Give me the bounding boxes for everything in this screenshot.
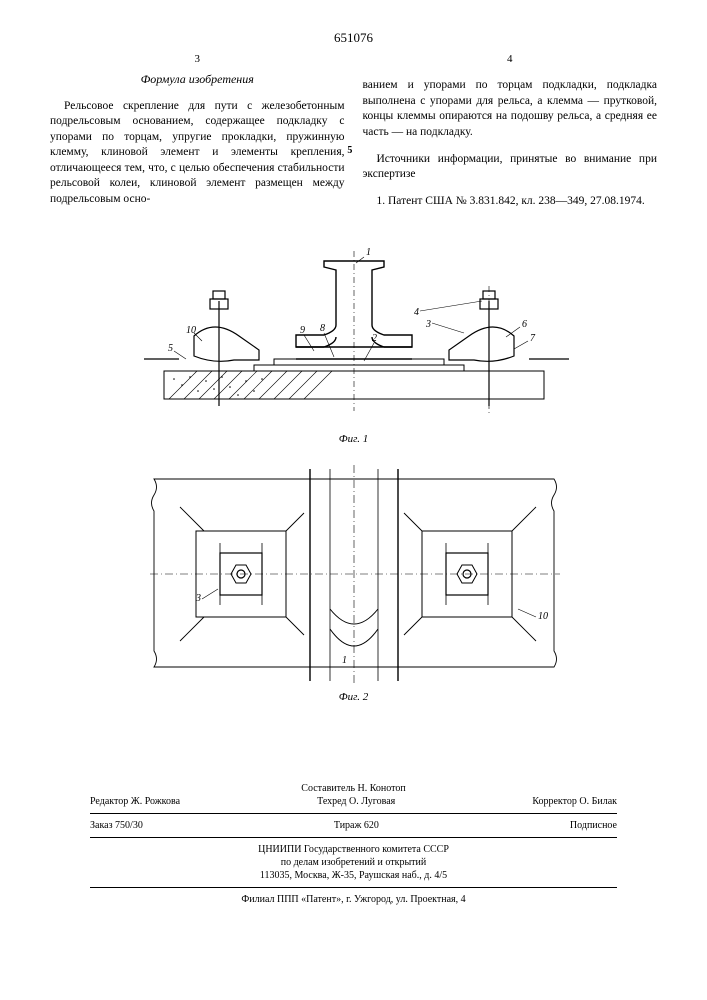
branch: Филиал ППП «Патент», г. Ужгород, ул. Про… — [50, 894, 657, 905]
compiler: Составитель Н. Конотоп — [50, 783, 657, 794]
techred: Техред О. Луговая — [317, 796, 395, 807]
svg-text:10: 10 — [186, 325, 196, 336]
subscription: Подписное — [570, 820, 617, 831]
svg-text:3: 3 — [195, 593, 201, 604]
text-columns: 3 Формула изобретения Рельсовое скреплен… — [50, 52, 657, 221]
svg-text:1: 1 — [342, 655, 347, 666]
svg-text:5: 5 — [168, 343, 173, 354]
fig2-label: Фиг. 2 — [50, 691, 657, 703]
left-column: 3 Формула изобретения Рельсовое скреплен… — [50, 52, 345, 221]
svg-text:8: 8 — [320, 323, 325, 334]
svg-text:9: 9 — [300, 325, 305, 336]
svg-text:7: 7 — [530, 333, 536, 344]
figure-2: 1 3 10 — [124, 459, 584, 689]
svg-text:3: 3 — [425, 319, 431, 330]
addr: 113035, Москва, Ж-35, Раушская наб., д. … — [50, 870, 657, 881]
line-marker-5: 5 — [347, 144, 352, 158]
corrector: Корректор О. Билак — [532, 796, 617, 807]
footer: Составитель Н. Конотоп Редактор Ж. Рожко… — [50, 783, 657, 905]
sources-title: Источники информации, принятые во вниман… — [363, 152, 658, 183]
svg-text:4: 4 — [414, 307, 419, 318]
right-column: 4 ванием и упорами по торцам подкладки, … — [363, 52, 658, 221]
sources-text: 1. Патент США № 3.831.842, кл. 238—349, … — [363, 194, 658, 210]
svg-text:10: 10 — [538, 611, 548, 622]
figures-block: 1 4 3 6 7 5 10 9 8 2 Фиг. 1 — [50, 241, 657, 703]
claim-text: Рельсовое скрепление для пути с железобе… — [50, 99, 345, 208]
col-num-left: 3 — [50, 52, 345, 67]
svg-text:6: 6 — [522, 319, 527, 330]
editor: Редактор Ж. Рожкова — [90, 796, 180, 807]
tirazh: Тираж 620 — [334, 820, 379, 831]
document-number: 651076 — [50, 30, 657, 46]
fig1-label: Фиг. 1 — [50, 433, 657, 445]
org1: ЦНИИПИ Государственного комитета СССР — [50, 844, 657, 855]
svg-text:1: 1 — [366, 247, 371, 258]
formula-title: Формула изобретения — [50, 71, 345, 87]
order: Заказ 750/30 — [90, 820, 143, 831]
org2: по делам изобретений и открытий — [50, 857, 657, 868]
col-num-right: 4 — [363, 52, 658, 67]
figure-1: 1 4 3 6 7 5 10 9 8 2 — [124, 241, 584, 431]
svg-text:2: 2 — [372, 333, 377, 344]
claim-cont: ванием и упорами по торцам подкладки, по… — [363, 78, 658, 140]
